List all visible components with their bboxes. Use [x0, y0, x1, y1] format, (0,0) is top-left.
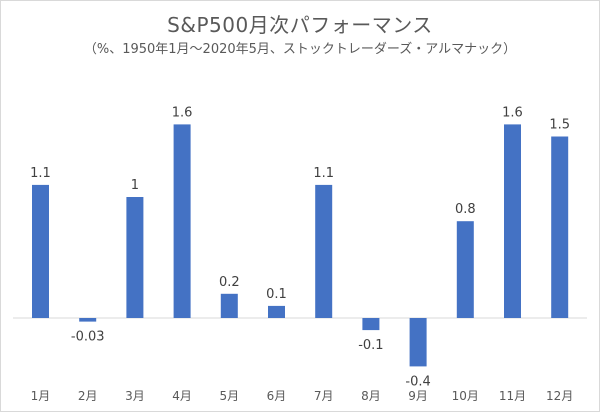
bar-2 — [79, 318, 97, 322]
x-tick-label-6: 6月 — [267, 389, 287, 403]
bar-8 — [362, 318, 380, 331]
data-label-6: 0.1 — [266, 287, 287, 302]
x-tick-label-10: 10月 — [452, 389, 479, 403]
chart-subtitle: （%、1950年1月～2020年5月、ストックトレーダーズ・アルマナック） — [83, 42, 517, 57]
bar-4 — [173, 124, 191, 319]
bar-7 — [315, 184, 333, 318]
data-label-3: 1 — [131, 178, 139, 193]
bar-1 — [32, 184, 49, 318]
bar-10 — [456, 221, 474, 318]
x-tick-label-1: 1月 — [31, 389, 51, 403]
data-label-5: 0.2 — [219, 275, 240, 290]
data-label-10: 0.8 — [455, 202, 476, 217]
data-label-1: 1.1 — [30, 166, 51, 181]
bar-9 — [409, 318, 427, 367]
data-label-7: 1.1 — [313, 166, 334, 181]
bar-12 — [551, 136, 569, 318]
data-label-11: 1.6 — [502, 105, 523, 120]
x-tick-label-11: 11月 — [499, 389, 526, 403]
bar-3 — [126, 197, 144, 318]
data-label-8: -0.1 — [358, 338, 383, 353]
x-tick-label-9: 9月 — [408, 389, 428, 403]
x-tick-label-4: 4月 — [172, 389, 192, 403]
x-tick-label-7: 7月 — [314, 389, 334, 403]
data-label-4: 1.6 — [172, 105, 193, 120]
chart-title: S&P500月次パフォーマンス — [167, 13, 433, 37]
bar-6 — [268, 305, 285, 318]
x-tick-label-2: 2月 — [78, 389, 98, 403]
x-tick-label-12: 12月 — [546, 389, 573, 403]
x-tick-label-3: 3月 — [125, 389, 145, 403]
bar-11 — [504, 124, 521, 319]
data-label-2: -0.03 — [71, 330, 105, 345]
data-label-9: -0.4 — [405, 374, 430, 389]
data-label-12: 1.5 — [549, 118, 570, 133]
x-tick-label-8: 8月 — [361, 389, 381, 403]
x-tick-label-5: 5月 — [219, 389, 239, 403]
bar-5 — [220, 293, 238, 318]
